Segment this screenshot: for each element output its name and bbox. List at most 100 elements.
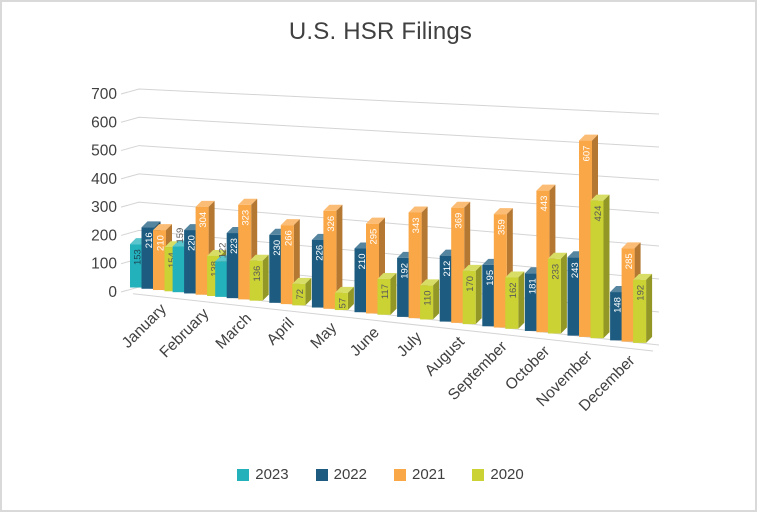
bar-2020-august	[462, 270, 476, 325]
data-label-2020-october: 233	[550, 264, 561, 280]
gridline-400	[120, 173, 660, 214]
y-tick-label-200: 200	[91, 227, 117, 244]
x-category-label-august: August	[422, 333, 469, 380]
bar-2022-june	[354, 248, 368, 313]
bar-side-2020-november	[603, 194, 610, 339]
x-category-label-july: July	[394, 329, 426, 361]
bar-2021-december	[621, 248, 635, 342]
data-label-2022-july: 192	[400, 263, 411, 279]
data-label-2022-may: 226	[314, 245, 325, 261]
legend-swatch-2022	[315, 468, 328, 481]
bar-2021-october	[536, 190, 550, 333]
y-tick-label-700: 700	[91, 86, 117, 103]
bar-2020-september	[505, 277, 519, 329]
bar-2020-may	[334, 292, 348, 311]
bar-2022-july	[397, 257, 411, 317]
gridline-700	[120, 88, 660, 115]
data-label-2020-march: 136	[252, 266, 263, 282]
data-label-2020-june: 117	[380, 284, 391, 299]
bar-side-2020-december	[646, 273, 653, 343]
legend-label-2023: 2023	[255, 466, 289, 483]
data-label-2022-september: 195	[485, 270, 496, 286]
data-label-2020-august: 170	[465, 276, 476, 292]
bar-side-2020-march	[262, 254, 269, 301]
bar-top-2022-january	[141, 221, 161, 228]
bar-2020-december	[633, 279, 647, 343]
bar-2023-january	[130, 244, 143, 288]
bar-top-2020-july	[420, 279, 440, 286]
legend-label-2020: 2020	[490, 466, 524, 483]
bar-2022-august	[439, 255, 453, 322]
bar-top-2020-june	[377, 273, 397, 280]
bar-side-2020-october	[560, 252, 567, 334]
bar-top-2021-august	[451, 201, 471, 208]
bar-side-2021-may	[336, 204, 343, 309]
data-label-2020-july: 110	[423, 290, 434, 305]
bar-2022-november	[567, 257, 581, 336]
data-label-2021-february: 304	[198, 212, 209, 228]
data-label-2020-january: 154	[167, 252, 178, 268]
bar-2021-june	[366, 223, 379, 314]
data-label-2023-january: 153	[133, 249, 144, 265]
gridline-300	[120, 201, 660, 247]
legend-swatch-2020	[472, 468, 485, 481]
data-label-2021-december: 285	[624, 253, 635, 269]
data-label-2022-june: 210	[357, 254, 368, 270]
data-label-2020-april: 72	[295, 289, 306, 300]
bar-2020-june	[377, 279, 391, 315]
bar-top-2021-june	[366, 217, 385, 224]
bar-side-2020-may	[347, 286, 354, 311]
bar-2022-february	[184, 230, 198, 294]
bar-top-2021-may	[323, 204, 343, 211]
data-label-2021-august: 369	[454, 213, 465, 229]
data-label-2022-february: 220	[187, 235, 198, 251]
data-label-2021-january: 210	[156, 235, 167, 251]
y-tick-label-500: 500	[91, 143, 117, 160]
bar-top-2021-september	[493, 208, 513, 215]
bar-top-2021-april	[280, 219, 300, 226]
bar-side-2020-september	[518, 271, 525, 329]
data-label-2021-september: 359	[496, 219, 507, 235]
bar-2021-january	[153, 230, 166, 291]
bar-2022-april	[269, 234, 283, 303]
data-label-2020-february: 138	[210, 261, 221, 277]
bar-top-2021-december	[621, 242, 641, 249]
legend-label-2021: 2021	[412, 466, 446, 483]
bar-top-2021-january	[153, 224, 172, 231]
bar-2021-august	[451, 207, 465, 323]
bar-2021-september	[493, 214, 507, 328]
bar-2021-november	[579, 140, 592, 337]
data-label-2020-may: 57	[337, 298, 348, 309]
bar-top-2020-april	[292, 277, 312, 284]
x-category-label-may: May	[307, 319, 340, 352]
bar-2020-april	[292, 283, 306, 306]
data-label-2022-october: 181	[527, 278, 538, 294]
bar-2022-october	[524, 273, 538, 331]
floor-front-edge	[132, 293, 654, 352]
bar-top-2020-may	[334, 286, 354, 293]
legend-label-2022: 2022	[333, 466, 367, 483]
bar-top-2021-march	[238, 198, 258, 205]
bar-2020-july	[420, 285, 434, 320]
data-label-2022-april: 230	[272, 240, 283, 256]
legend-item-2021: 2021	[394, 466, 445, 483]
data-label-2021-july: 343	[411, 217, 422, 233]
legend-item-2020: 2020	[472, 466, 524, 483]
x-category-label-june: June	[347, 324, 383, 360]
data-label-2022-november: 243	[570, 262, 581, 278]
data-label-2023-february: 159	[175, 228, 186, 244]
data-label-2021-may: 326	[326, 216, 337, 232]
legend-swatch-2021	[394, 468, 406, 481]
bar-side-2020-june	[390, 273, 397, 315]
bar-top-2020-september	[505, 271, 525, 278]
bar-top-2020-august	[462, 264, 482, 271]
bar-top-2020-february	[207, 249, 227, 256]
bar-2020-october	[547, 258, 561, 334]
data-label-2020-december: 192	[636, 285, 647, 301]
bar-2022-december	[610, 292, 624, 341]
bar-top-2020-december	[633, 273, 653, 280]
chart-title: U.S. HSR Filings	[288, 18, 473, 45]
x-category-label-march: March	[213, 310, 255, 352]
legend-swatch-2023	[237, 468, 250, 481]
